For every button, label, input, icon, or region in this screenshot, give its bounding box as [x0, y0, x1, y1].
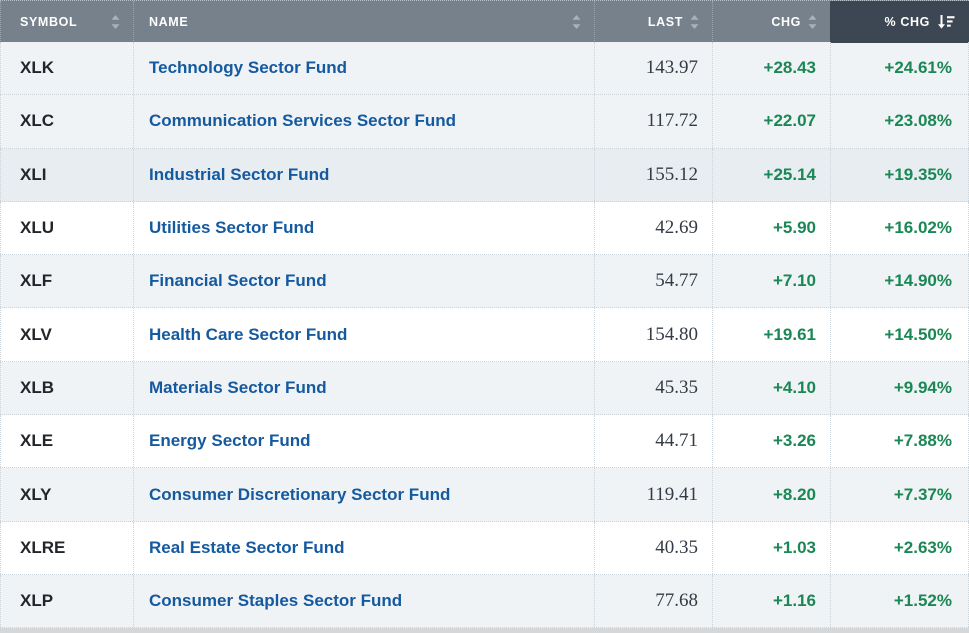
chg-cell: +3.26 — [712, 415, 830, 468]
name-cell: Consumer Discretionary Sector Fund — [133, 468, 594, 521]
last-cell: 54.77 — [594, 255, 712, 308]
chg-cell: +19.61 — [712, 308, 830, 361]
pct-chg-cell: +19.35% — [830, 148, 969, 201]
table-row: XLB Materials Sector Fund 45.35 +4.10 +9… — [0, 361, 969, 416]
symbol-cell: XLC — [0, 95, 133, 148]
pct-chg-cell: +9.94% — [830, 361, 969, 415]
sort-arrows-icon — [807, 14, 818, 30]
table-row: XLY Consumer Discretionary Sector Fund 1… — [0, 468, 969, 522]
chg-cell: +7.10 — [712, 255, 830, 308]
name-link[interactable]: Real Estate Sector Fund — [149, 537, 345, 557]
name-link[interactable]: Utilities Sector Fund — [149, 218, 315, 238]
last-cell: 119.41 — [594, 468, 712, 521]
pct-chg-cell: +7.88% — [830, 415, 969, 468]
pct-chg-cell: +24.61% — [830, 42, 969, 95]
table-row: XLRE Real Estate Sector Fund 40.35 +1.03… — [0, 521, 969, 575]
symbol-cell: XLU — [0, 201, 133, 255]
pct-chg-cell: +16.02% — [830, 201, 969, 255]
column-header-chg-label: CHG — [771, 15, 801, 29]
name-cell: Energy Sector Fund — [133, 415, 594, 468]
last-cell: 45.35 — [594, 361, 712, 415]
column-header-pct-chg-label: % CHG — [884, 15, 930, 29]
column-header-symbol[interactable]: SYMBOL — [0, 1, 133, 43]
table-row: XLE Energy Sector Fund 44.71 +3.26 +7.88… — [0, 415, 969, 469]
sort-arrows-icon — [571, 14, 582, 30]
symbol-cell: XLRE — [0, 521, 133, 574]
pct-chg-cell: +7.37% — [830, 468, 969, 521]
name-cell: Technology Sector Fund — [133, 42, 594, 95]
column-header-chg[interactable]: CHG — [712, 1, 830, 43]
last-cell: 42.69 — [594, 201, 712, 255]
chg-cell: +28.43 — [712, 42, 830, 95]
last-cell: 77.68 — [594, 574, 712, 628]
table-row: XLU Utilities Sector Fund 42.69 +5.90 +1… — [0, 201, 969, 256]
table-row: XLK Technology Sector Fund 143.97 +28.43… — [0, 42, 969, 96]
pct-chg-cell: +23.08% — [830, 95, 969, 148]
last-cell: 40.35 — [594, 521, 712, 574]
table-body: XLK Technology Sector Fund 143.97 +28.43… — [0, 42, 969, 629]
name-link[interactable]: Technology Sector Fund — [149, 58, 348, 78]
last-cell: 117.72 — [594, 95, 712, 148]
pct-chg-cell: +1.52% — [830, 574, 969, 628]
name-link[interactable]: Consumer Staples Sector Fund — [149, 591, 403, 611]
name-link[interactable]: Health Care Sector Fund — [149, 324, 348, 344]
name-cell: Materials Sector Fund — [133, 361, 594, 415]
chg-cell: +1.03 — [712, 521, 830, 574]
name-cell: Communication Services Sector Fund — [133, 95, 594, 148]
pct-chg-cell: +14.90% — [830, 255, 969, 308]
symbol-cell: XLK — [0, 42, 133, 95]
name-link[interactable]: Financial Sector Fund — [149, 271, 327, 291]
symbol-cell: XLP — [0, 574, 133, 628]
column-header-name[interactable]: NAME — [133, 1, 594, 43]
table-row: XLI Industrial Sector Fund 155.12 +25.14… — [0, 148, 969, 202]
table-row: XLP Consumer Staples Sector Fund 77.68 +… — [0, 574, 969, 629]
name-cell: Financial Sector Fund — [133, 255, 594, 308]
last-cell: 143.97 — [594, 42, 712, 95]
symbol-cell: XLI — [0, 148, 133, 201]
name-link[interactable]: Materials Sector Fund — [149, 377, 327, 397]
column-header-name-label: NAME — [149, 15, 189, 29]
chg-cell: +8.20 — [712, 468, 830, 521]
name-cell: Utilities Sector Fund — [133, 201, 594, 255]
sort-arrows-icon — [689, 14, 700, 30]
symbol-cell: XLV — [0, 308, 133, 361]
name-cell: Industrial Sector Fund — [133, 148, 594, 201]
symbol-cell: XLF — [0, 255, 133, 308]
name-cell: Health Care Sector Fund — [133, 308, 594, 361]
chg-cell: +1.16 — [712, 574, 830, 628]
name-link[interactable]: Energy Sector Fund — [149, 431, 311, 451]
last-cell: 155.12 — [594, 148, 712, 201]
column-header-last[interactable]: LAST — [594, 1, 712, 43]
sort-descending-icon — [937, 14, 955, 30]
column-header-pct-chg[interactable]: % CHG — [830, 1, 969, 43]
chg-cell: +25.14 — [712, 148, 830, 201]
symbol-cell: XLY — [0, 468, 133, 521]
sort-arrows-icon — [110, 14, 121, 30]
pct-chg-cell: +2.63% — [830, 521, 969, 574]
chg-cell: +5.90 — [712, 201, 830, 255]
table-row: XLC Communication Services Sector Fund 1… — [0, 95, 969, 149]
table-row: XLF Financial Sector Fund 54.77 +7.10 +1… — [0, 255, 969, 309]
name-link[interactable]: Communication Services Sector Fund — [149, 111, 457, 131]
column-header-last-label: LAST — [647, 15, 683, 29]
symbol-cell: XLE — [0, 415, 133, 468]
column-header-symbol-label: SYMBOL — [20, 15, 78, 29]
table-row: XLV Health Care Sector Fund 154.80 +19.6… — [0, 308, 969, 362]
symbol-cell: XLB — [0, 361, 133, 415]
last-cell: 154.80 — [594, 308, 712, 361]
name-link[interactable]: Industrial Sector Fund — [149, 164, 330, 184]
last-cell: 44.71 — [594, 415, 712, 468]
name-link[interactable]: Consumer Discretionary Sector Fund — [149, 484, 451, 504]
table-header-row: SYMBOL NAME LAST CHG % CHG — [0, 0, 969, 43]
chg-cell: +4.10 — [712, 361, 830, 415]
pct-chg-cell: +14.50% — [830, 308, 969, 361]
name-cell: Real Estate Sector Fund — [133, 521, 594, 574]
chg-cell: +22.07 — [712, 95, 830, 148]
name-cell: Consumer Staples Sector Fund — [133, 574, 594, 628]
